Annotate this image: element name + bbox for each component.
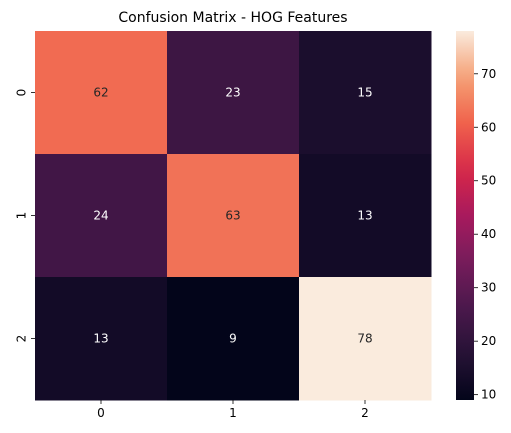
colorbar-tick-label: 20 xyxy=(481,334,496,348)
cell-value-label: 13 xyxy=(93,332,108,346)
colorbar-tick-label: 30 xyxy=(481,281,496,295)
cell-value-label: 13 xyxy=(357,209,372,223)
x-axis: 0 1 2 xyxy=(97,400,369,420)
x-tick-label: 2 xyxy=(361,406,369,420)
cell-value-label: 78 xyxy=(357,332,372,346)
heatmap-cell xyxy=(35,277,168,401)
chart-title: Confusion Matrix - HOG Features xyxy=(118,10,347,26)
cell-value-label: 63 xyxy=(225,209,240,223)
y-tick-label: 2 xyxy=(15,335,29,343)
colorbar-tick-label: 70 xyxy=(481,67,496,81)
cell-value-label: 23 xyxy=(225,86,240,100)
x-tick-label: 1 xyxy=(229,406,237,420)
heatmap-cell xyxy=(167,154,300,278)
heatmap-cell xyxy=(299,154,432,278)
x-tick-label: 0 xyxy=(97,406,105,420)
heatmap-cell xyxy=(167,277,300,401)
heatmap-cell xyxy=(299,277,432,401)
colorbar-tick-label: 10 xyxy=(481,388,496,402)
y-tick-label: 0 xyxy=(15,89,29,97)
colorbar: 10 20 30 40 50 60 70 xyxy=(456,31,496,402)
colorbar-gradient xyxy=(456,31,474,400)
heatmap-cells: 62 23 15 24 63 13 13 9 78 xyxy=(35,31,432,401)
colorbar-tick-label: 40 xyxy=(481,227,496,241)
heatmap-cell xyxy=(167,31,300,155)
y-axis: 0 1 2 xyxy=(15,89,35,343)
heatmap-cell xyxy=(35,31,168,155)
colorbar-tick-label: 60 xyxy=(481,120,496,134)
cell-value-label: 9 xyxy=(229,332,237,346)
y-tick-label: 1 xyxy=(15,212,29,220)
heatmap-cell xyxy=(35,154,168,278)
cell-value-label: 24 xyxy=(93,209,108,223)
cell-value-label: 62 xyxy=(93,86,108,100)
colorbar-tick-label: 50 xyxy=(481,174,496,188)
cell-value-label: 15 xyxy=(357,86,372,100)
heatmap-cell xyxy=(299,31,432,155)
